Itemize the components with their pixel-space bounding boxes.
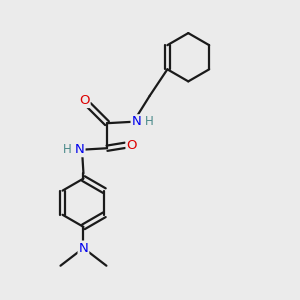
Text: H: H: [63, 143, 72, 156]
Text: N: N: [79, 242, 88, 254]
Text: N: N: [132, 115, 141, 128]
Text: O: O: [127, 139, 137, 152]
Text: N: N: [75, 143, 85, 156]
Text: O: O: [79, 94, 90, 107]
Text: H: H: [145, 115, 154, 128]
